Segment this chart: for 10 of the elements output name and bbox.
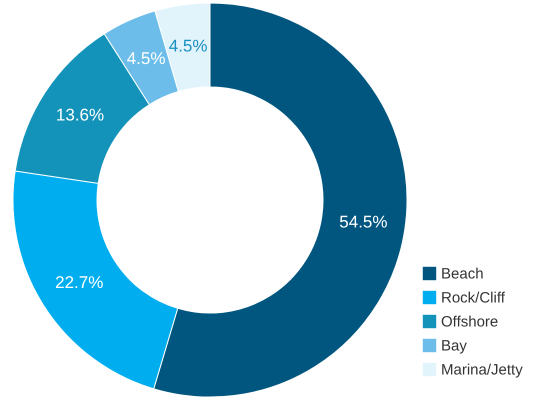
legend-label: Offshore: [441, 314, 498, 330]
legend-label: Rock/Cliff: [441, 290, 506, 306]
data-label: 22.7%: [55, 273, 104, 292]
data-label: 4.5%: [126, 48, 166, 68]
legend-label: Marina/Jetty: [441, 362, 524, 378]
data-label: 54.5%: [339, 212, 388, 232]
legend-label: Beach: [441, 266, 484, 282]
legend-label: Bay: [441, 338, 468, 354]
data-label: 13.6%: [56, 106, 104, 125]
data-label: 4.5%: [168, 36, 208, 56]
